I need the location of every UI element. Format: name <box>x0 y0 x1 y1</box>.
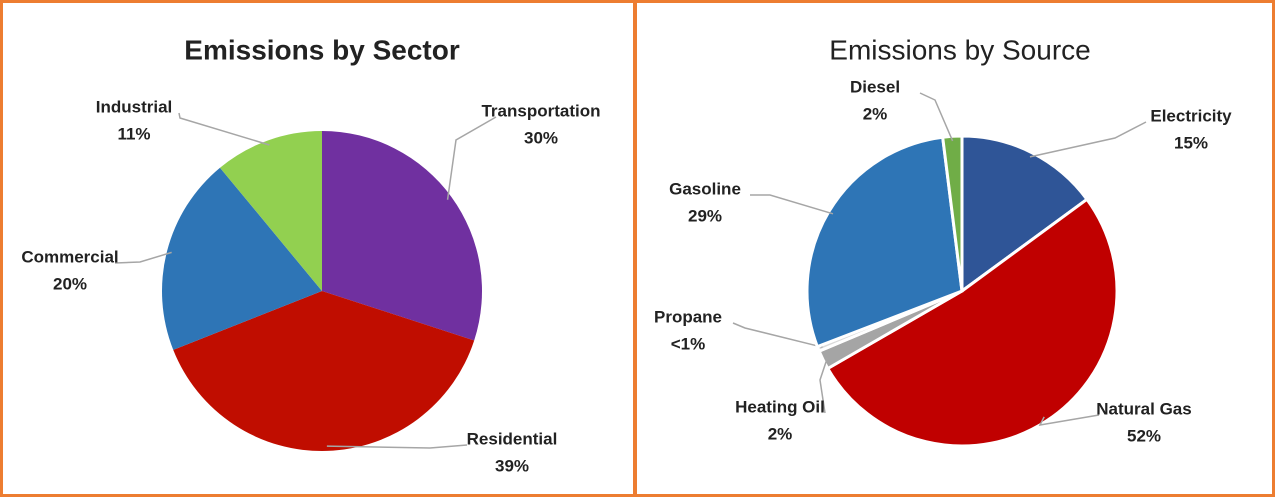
slice-value: 30% <box>524 128 558 147</box>
pie-slice <box>825 197 1119 448</box>
slice-value: 29% <box>688 206 722 225</box>
leader-line <box>919 92 954 142</box>
slice-label: Heating Oil <box>735 397 825 416</box>
leader-line <box>326 444 468 449</box>
pie-slice <box>940 134 964 292</box>
chart-title: Emissions by Sector <box>184 34 460 65</box>
leader-line <box>750 194 834 215</box>
slice-value: <1% <box>671 334 706 353</box>
leader-line <box>1038 414 1100 426</box>
slice-value: 11% <box>117 124 150 143</box>
slice-label: Transportation <box>481 101 600 120</box>
leader-line <box>819 357 829 414</box>
slice-value: 2% <box>768 424 793 443</box>
slice-label: Propane <box>654 307 722 326</box>
leader-line <box>1029 121 1147 158</box>
slice-label: Commercial <box>21 247 118 266</box>
slice-value: 15% <box>1174 133 1208 152</box>
slice-label: Electricity <box>1150 106 1232 125</box>
leader-line <box>732 322 823 348</box>
slice-label: Natural Gas <box>1096 399 1191 418</box>
pie-slice <box>220 131 322 291</box>
slice-value: 2% <box>863 104 888 123</box>
slice-label: Industrial <box>96 97 173 116</box>
leader-line <box>114 251 172 264</box>
slice-label: Gasoline <box>669 179 741 198</box>
slice-value: 52% <box>1127 426 1161 445</box>
pie-slice <box>173 291 475 452</box>
slice-label: Diesel <box>850 77 900 96</box>
leader-line <box>446 116 497 200</box>
pie-slice <box>960 134 1090 294</box>
pie-slice <box>805 135 964 349</box>
pie-slice <box>322 131 482 341</box>
pie-slice <box>161 167 322 350</box>
slice-value: 39% <box>495 456 529 475</box>
slice-value: 20% <box>53 274 87 293</box>
chart-title: Emissions by Source <box>829 34 1090 65</box>
slice-label: Residential <box>467 429 558 448</box>
leader-line <box>178 112 270 146</box>
